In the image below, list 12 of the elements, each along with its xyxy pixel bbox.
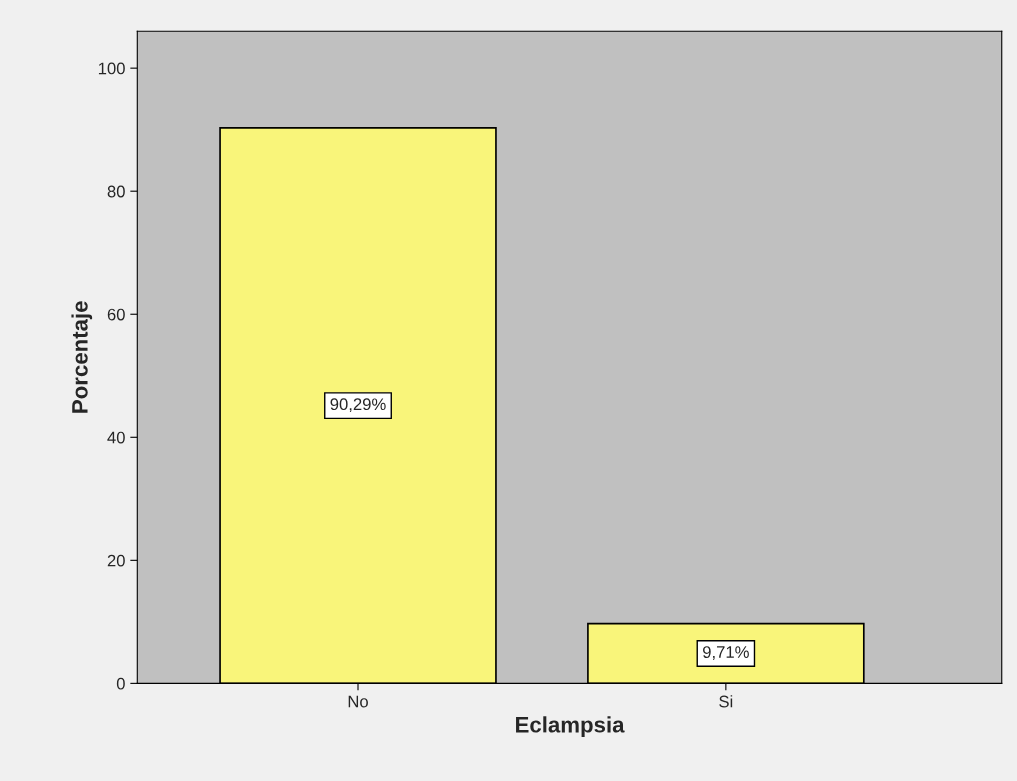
y-tick-label: 0 — [116, 677, 125, 690]
y-axis-title: Porcentaje — [71, 301, 93, 413]
y-tick-label: 40 — [107, 431, 125, 444]
data-label: 9,71% — [703, 646, 749, 660]
y-tick-label: 60 — [107, 308, 125, 321]
data-label: 90,29% — [330, 398, 386, 413]
y-tick-label: 20 — [107, 554, 125, 567]
y-tick-label: 100 — [98, 62, 125, 75]
x-tick-label: No — [348, 695, 368, 708]
y-tick-label: 80 — [107, 185, 125, 198]
x-tick-label: Si — [719, 695, 733, 708]
x-axis-title: Eclampsia — [516, 716, 625, 737]
